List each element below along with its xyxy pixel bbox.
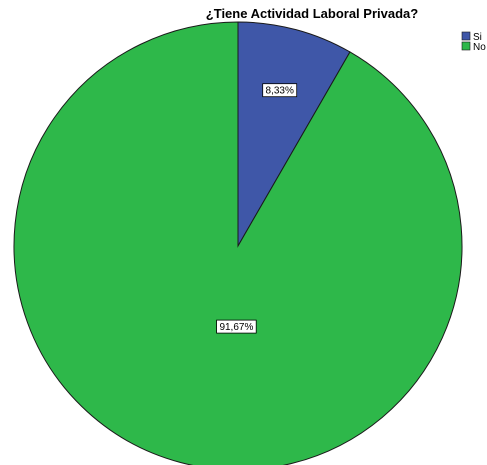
- data-label-text: 8,33%: [266, 86, 294, 97]
- pie-slices: [13, 21, 463, 465]
- data-labels: 8,33% 91,67%: [216, 83, 298, 334]
- legend-label: No: [473, 42, 486, 53]
- pie-slice-no: [13, 21, 463, 465]
- legend-swatch: [461, 31, 471, 41]
- data-label-box: [262, 83, 298, 98]
- legend-label: Si: [473, 32, 482, 43]
- data-label-box: [216, 319, 257, 334]
- data-label-si: 8,33%: [262, 83, 298, 98]
- legend-item-no: No: [461, 41, 486, 53]
- legend-item-si: Si: [461, 31, 482, 43]
- pie-slice-si: [237, 21, 351, 248]
- chart-title: ¿Tiene Actividad Laboral Privada?: [206, 6, 418, 21]
- data-label-text: 91,67%: [219, 322, 253, 333]
- data-label-no: 91,67%: [216, 319, 257, 334]
- legend-swatch: [461, 41, 471, 51]
